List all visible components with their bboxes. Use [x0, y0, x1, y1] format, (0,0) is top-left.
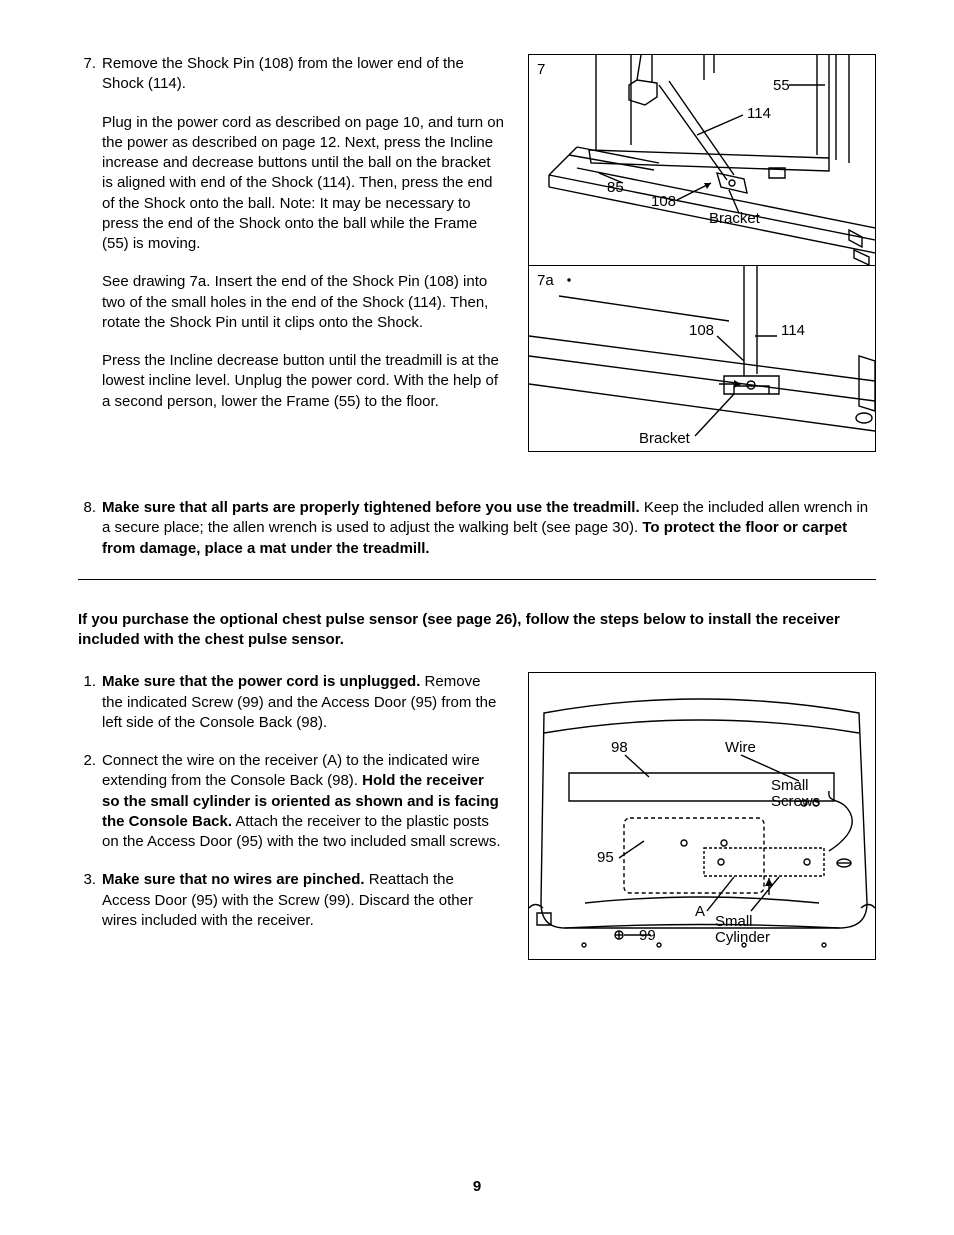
- figure-7a-panel: 7a: [529, 265, 875, 451]
- step-number: 3.: [78, 870, 102, 931]
- step-body: Remove the Shock Pin (108) from the lowe…: [102, 54, 504, 412]
- step-7: 7. Remove the Shock Pin (108) from the l…: [78, 54, 504, 412]
- chest-pulse-step-1: 1. Make sure that the power cord is unpl…: [78, 672, 504, 733]
- step-body: Connect the wire on the receiver (A) to …: [102, 751, 504, 852]
- label-108-7a: 108: [689, 322, 714, 339]
- cp1-bold: Make sure that the power cord is unplugg…: [102, 673, 420, 690]
- chest-pulse-text: 1. Make sure that the power cord is unpl…: [78, 672, 528, 960]
- label-small-screws-2: Screws: [771, 793, 820, 810]
- label-95: 95: [597, 849, 614, 866]
- figure-7-panel: 7: [529, 55, 875, 265]
- label-114-7a: 114: [781, 322, 805, 339]
- label-55: 55: [773, 77, 790, 94]
- step-body: Make sure that no wires are pinched. Rea…: [102, 870, 504, 931]
- step-7-p4: Press the Incline decrease button until …: [102, 351, 504, 412]
- step-body: Make sure that the power cord is unplugg…: [102, 672, 504, 733]
- figure-cp-column: 98 Wire Small Screws 95 A Small Cylinder…: [528, 672, 876, 960]
- step-7-text: 7. Remove the Shock Pin (108) from the l…: [78, 54, 528, 452]
- section-divider: [78, 579, 876, 580]
- step-number: 2.: [78, 751, 102, 852]
- step-number: 7.: [78, 54, 102, 412]
- figure-cp-panel: 98 Wire Small Screws 95 A Small Cylinder…: [529, 673, 875, 959]
- figure-7-column: 7: [528, 54, 876, 452]
- label-A: A: [695, 903, 705, 920]
- label-small-cyl-1: Small: [715, 913, 753, 930]
- figure-cp-box: 98 Wire Small Screws 95 A Small Cylinder…: [528, 672, 876, 960]
- step-7-row: 7. Remove the Shock Pin (108) from the l…: [78, 54, 876, 452]
- step-8-bold1: Make sure that all parts are properly ti…: [102, 499, 640, 516]
- label-wire: Wire: [725, 739, 756, 756]
- figure-7a-svg: [529, 266, 875, 452]
- step-number: 8.: [78, 498, 102, 559]
- label-85: 85: [607, 179, 624, 196]
- label-bracket-7a: Bracket: [639, 430, 690, 447]
- figure-7-box: 7: [528, 54, 876, 452]
- step-7-p3: See drawing 7a. Insert the end of the Sh…: [102, 272, 504, 333]
- figure-7-svg: [529, 55, 875, 265]
- chest-pulse-step-2: 2. Connect the wire on the receiver (A) …: [78, 751, 504, 852]
- step-body: Make sure that all parts are properly ti…: [102, 498, 876, 559]
- page-number: 9: [0, 1178, 954, 1195]
- label-small-screws-1: Small: [771, 777, 809, 794]
- label-108: 108: [651, 193, 676, 210]
- label-99: 99: [639, 927, 656, 944]
- chest-pulse-intro: If you purchase the optional chest pulse…: [78, 610, 876, 651]
- label-bracket: Bracket: [709, 210, 760, 227]
- label-98: 98: [611, 739, 628, 756]
- step-7-p2: Plug in the power cord as described on p…: [102, 113, 504, 255]
- chest-pulse-row: 1. Make sure that the power cord is unpl…: [78, 672, 876, 960]
- label-114: 114: [747, 105, 771, 122]
- step-number: 1.: [78, 672, 102, 733]
- manual-page: 7. Remove the Shock Pin (108) from the l…: [0, 0, 954, 1235]
- chest-pulse-step-3: 3. Make sure that no wires are pinched. …: [78, 870, 504, 931]
- step-7-p1: Remove the Shock Pin (108) from the lowe…: [102, 54, 504, 95]
- step-8: 8. Make sure that all parts are properly…: [78, 498, 876, 559]
- label-small-cyl-2: Cylinder: [715, 929, 770, 946]
- cp3-bold: Make sure that no wires are pinched.: [102, 871, 365, 888]
